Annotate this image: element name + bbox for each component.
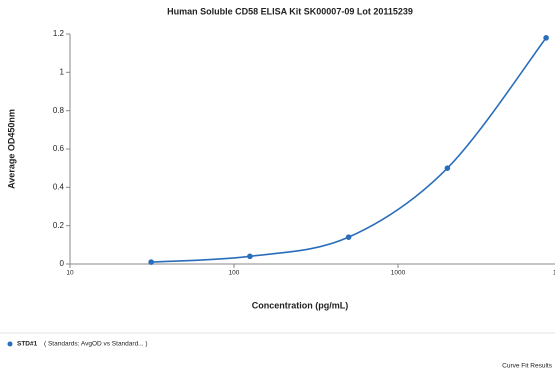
y-tick-label: 1 bbox=[60, 67, 65, 76]
footer-link[interactable]: Curve Fit Results bbox=[502, 363, 553, 370]
legend-label[interactable]: STD#1 bbox=[17, 341, 38, 348]
y-tick-label: 0.2 bbox=[53, 221, 65, 230]
data-point bbox=[247, 253, 253, 260]
data-point bbox=[148, 259, 154, 265]
data-point bbox=[444, 165, 451, 171]
y-tick-label: 0.8 bbox=[53, 106, 65, 115]
data-point bbox=[543, 35, 549, 41]
legend-description[interactable]: ( Standards: AvgOD vs Standard... ) bbox=[44, 341, 148, 348]
x-tick-label: 1000 bbox=[391, 270, 406, 277]
x-tick-label: 10000 bbox=[553, 270, 555, 277]
x-tick-label: 10 bbox=[66, 270, 74, 277]
legend-marker[interactable] bbox=[7, 341, 13, 347]
fit-curve bbox=[151, 37, 547, 263]
y-tick-label: 1.2 bbox=[53, 29, 65, 38]
y-tick-label: 0 bbox=[60, 259, 65, 268]
y-tick-label: 0.4 bbox=[53, 182, 65, 191]
y-tick-label: 0.6 bbox=[53, 144, 65, 153]
x-axis-title: Concentration (pg/mL) bbox=[252, 300, 349, 310]
data-point bbox=[345, 234, 352, 240]
y-axis-title: Average OD450nm bbox=[6, 109, 16, 189]
x-tick-label: 100 bbox=[229, 270, 240, 277]
chart-title: Human Soluble CD58 ELISA Kit SK00007-09 … bbox=[167, 6, 413, 16]
